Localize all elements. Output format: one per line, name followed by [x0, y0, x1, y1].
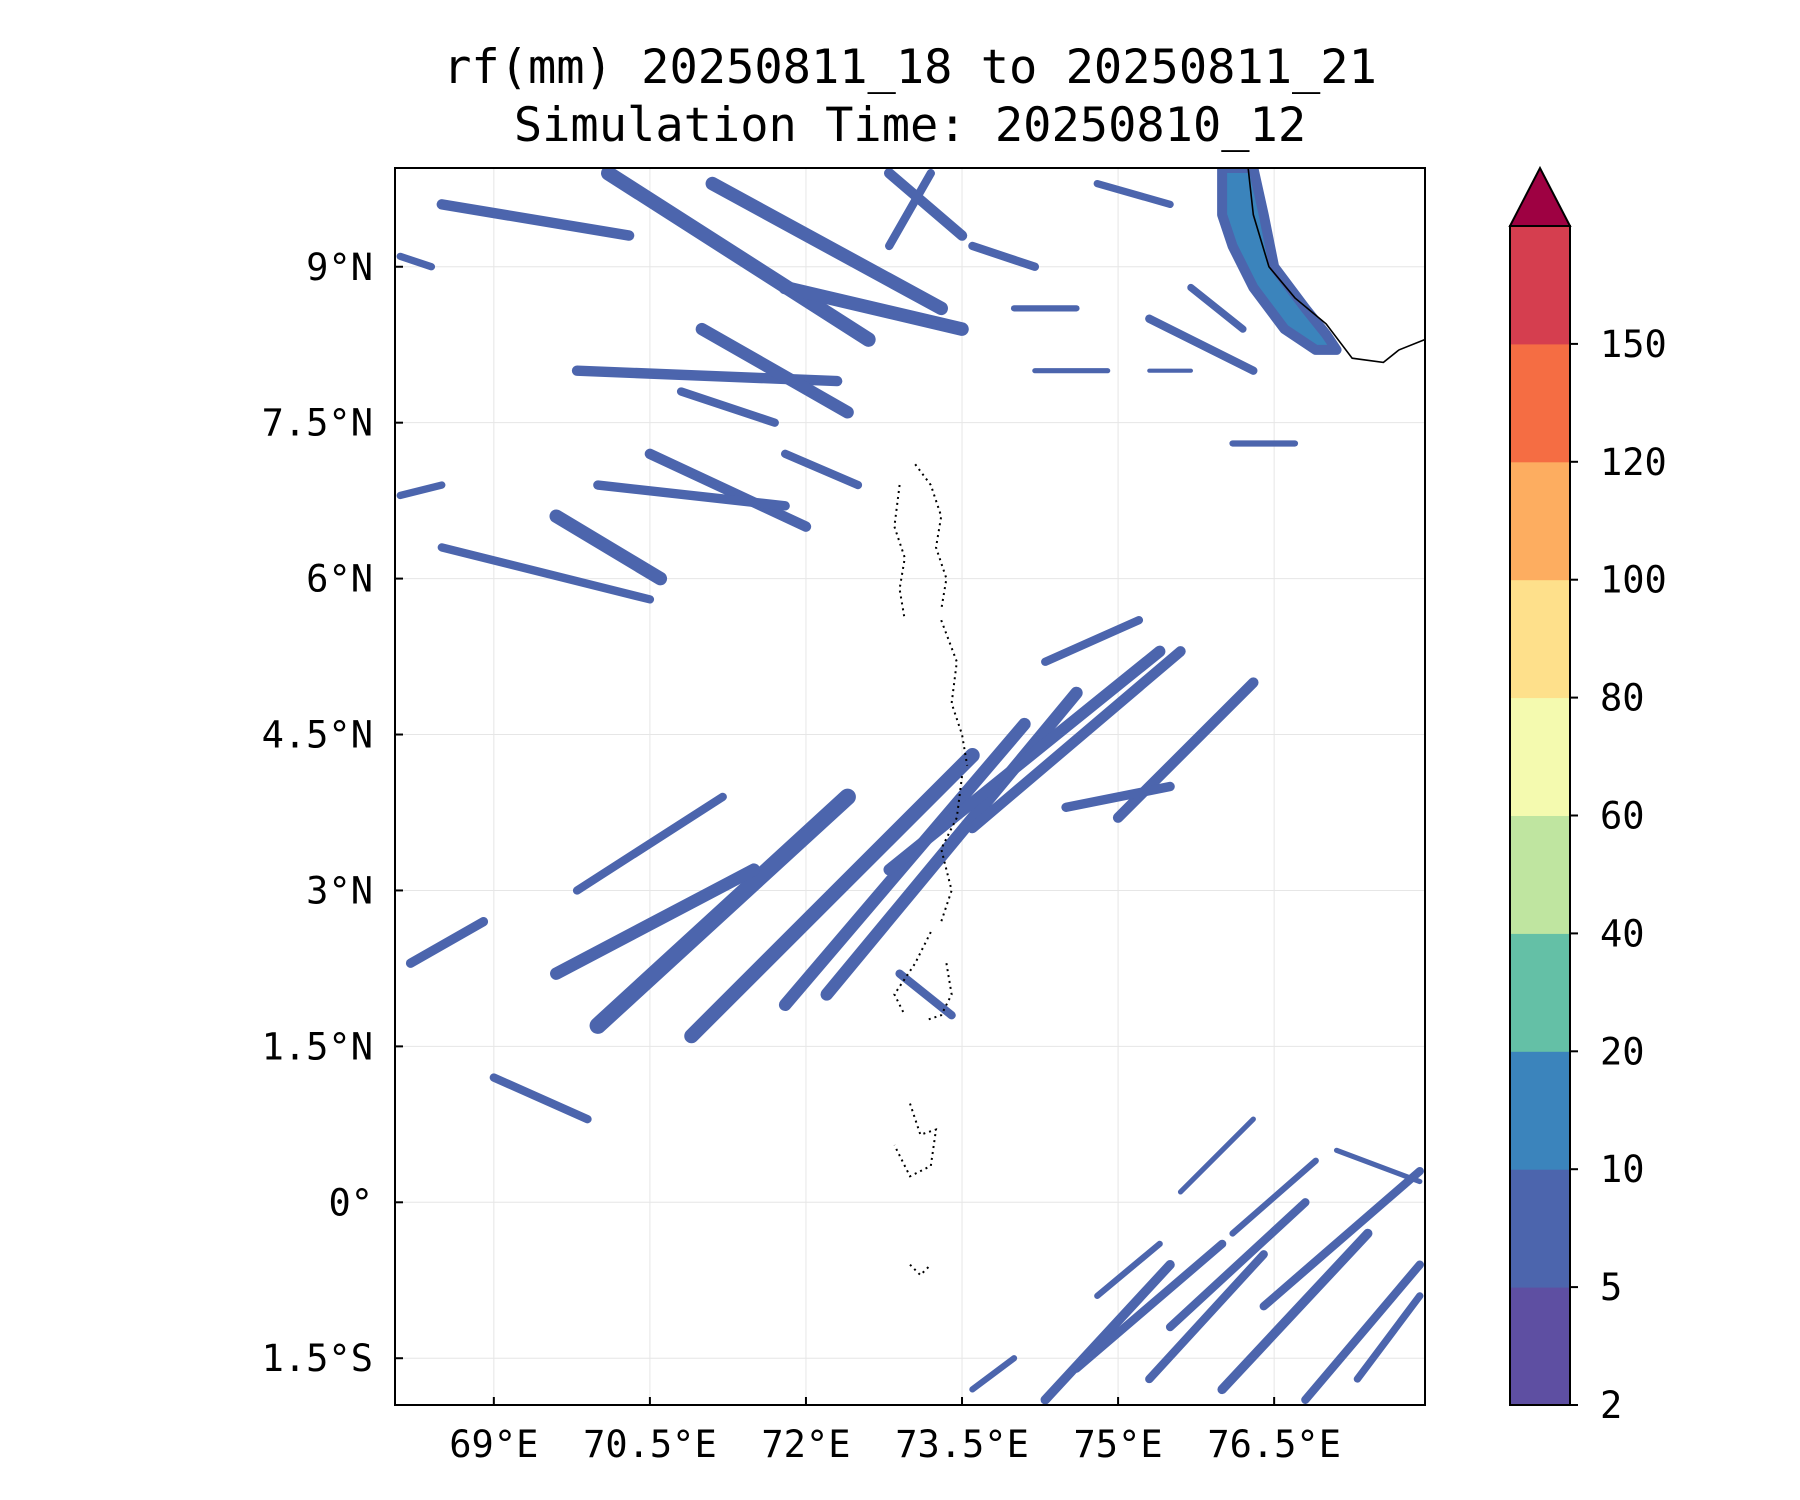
rain-band-43	[1259, 1166, 1424, 1311]
x-tick-label-5: 76.5°E	[1207, 1423, 1341, 1466]
rain-band-0	[589, 788, 856, 1034]
colorbar-label-1: 5	[1600, 1266, 1622, 1309]
rain-band-5	[967, 646, 1186, 834]
rain-band-8	[405, 916, 489, 968]
atoll-outline-2	[940, 619, 969, 766]
rain-band-11	[1041, 616, 1144, 666]
rain-band-12	[572, 792, 727, 895]
maldives-atolls	[893, 463, 969, 1277]
rain-band-7	[550, 863, 761, 980]
rain-band-13	[895, 969, 956, 1020]
rain-band-22	[695, 322, 854, 419]
map-title: rf(mm) 20250811_18 to 20250811_21	[443, 40, 1377, 95]
rain-band-48	[1177, 1116, 1256, 1195]
colorbar-label-5: 60	[1600, 795, 1645, 838]
colorbar-label-0: 2	[1600, 1384, 1622, 1427]
india-coastline	[1247, 168, 1425, 364]
colorbar-segment-1	[1510, 1169, 1570, 1288]
latitude-axis: 9°N 7.5°N 6°N 4.5°N 3°N 1.5°N 0° 1.5°S	[262, 246, 403, 1380]
map-gridlines	[395, 168, 1425, 1405]
rain-band-16	[705, 176, 948, 316]
colorbar-segment-0	[1510, 1287, 1570, 1406]
colorbar-extend-arrow	[1508, 165, 1572, 227]
rain-band-15	[600, 168, 876, 347]
longitude-axis: 69°E 70.5°E 72°E 73.5°E 75°E 76.5°E	[449, 1397, 1341, 1466]
coastline	[1247, 168, 1425, 364]
rain-band-9	[489, 1073, 592, 1124]
colorbar-segment-2	[1510, 1051, 1570, 1170]
rain-band-37	[1187, 283, 1247, 333]
rain-band-47	[969, 1355, 1018, 1393]
rainfall-field	[396, 168, 1424, 1405]
rain-band-1	[684, 748, 980, 1044]
colorbar-label-8: 120	[1600, 441, 1667, 484]
rain-band-45	[1353, 1292, 1424, 1383]
colorbar-segment-9	[1510, 226, 1570, 345]
y-tick-label-2: 6°N	[306, 558, 373, 601]
y-tick-label-3: 4.5°N	[262, 714, 373, 757]
rain-band-40	[1145, 1250, 1268, 1384]
colorbar-label-7: 100	[1600, 559, 1667, 602]
colorbar-segment-8	[1510, 343, 1570, 463]
rain-band-26	[437, 543, 655, 604]
rain-band-24	[644, 448, 812, 532]
y-tick-label-1: 7.5°N	[262, 402, 373, 445]
rain-band-4	[883, 645, 1166, 876]
map-frame	[394, 167, 1426, 1406]
rain-band-25	[593, 480, 790, 511]
rain-band-46	[1094, 1240, 1163, 1299]
colorbar-label-2: 10	[1600, 1148, 1645, 1191]
atoll-outline-6	[893, 1103, 938, 1178]
rain-band-33	[1145, 314, 1258, 375]
rain-band-2	[778, 717, 1031, 1012]
rain-band-30	[396, 252, 436, 271]
rain-band-41	[1165, 1198, 1310, 1332]
rain-band-38	[1040, 1259, 1175, 1405]
colorbar-segment-7	[1510, 461, 1570, 581]
y-tick-label-4: 3°N	[306, 869, 373, 912]
atoll-outline-0	[914, 463, 948, 610]
coastal-heavy-rain	[1217, 168, 1342, 355]
y-tick-label-5: 1.5°N	[262, 1025, 373, 1068]
rain-band-29	[396, 481, 446, 500]
rain-band-20	[885, 169, 935, 251]
rain-band-28	[780, 449, 863, 490]
rain-band-49	[1333, 1147, 1423, 1185]
rain-band-44	[1301, 1260, 1424, 1404]
colorbar-label-9: 150	[1600, 323, 1667, 366]
x-tick-label-1: 70.5°E	[583, 1423, 717, 1466]
rain-band-39	[1072, 1239, 1227, 1373]
x-tick-label-3: 73.5°E	[895, 1423, 1029, 1466]
rain-band-19	[968, 241, 1040, 271]
rain-band-23	[549, 509, 668, 586]
y-tick-label-0: 9°N	[306, 246, 373, 289]
x-tick-label-2: 72°E	[761, 1423, 850, 1466]
map-subtitle: Simulation Time: 20250810_12	[513, 98, 1307, 153]
colorbar-segment-5	[1510, 697, 1570, 816]
rain-band-27	[676, 387, 779, 427]
atoll-outline-5	[925, 963, 953, 1022]
rain-band-50	[1229, 1157, 1319, 1237]
rain-band-17	[778, 280, 969, 336]
rain-band-42	[1217, 1228, 1373, 1395]
atoll-outline-7	[909, 1263, 932, 1277]
y-tick-label-7: 1.5°S	[262, 1337, 373, 1380]
colorbar-label-4: 40	[1600, 912, 1645, 955]
colorbar-label-6: 80	[1600, 677, 1645, 720]
rain-band-14	[436, 199, 635, 241]
colorbar-segment-3	[1510, 933, 1570, 1052]
x-tick-label-4: 75°E	[1074, 1423, 1163, 1466]
colorbar: 2 5 10 20 40 60 80 100 120 150	[1508, 165, 1667, 1427]
atoll-outline-1	[893, 484, 906, 621]
colorbar-segment-6	[1510, 579, 1570, 699]
colorbar-segment-4	[1510, 815, 1570, 934]
colorbar-label-3: 20	[1600, 1030, 1645, 1073]
rain-band-32	[1093, 179, 1174, 209]
rain-band-10	[1061, 781, 1175, 812]
y-tick-label-6: 0°	[328, 1181, 373, 1224]
rain-band-18	[883, 168, 968, 241]
rain-band-3	[820, 686, 1083, 1001]
x-tick-label-0: 69°E	[449, 1423, 538, 1466]
